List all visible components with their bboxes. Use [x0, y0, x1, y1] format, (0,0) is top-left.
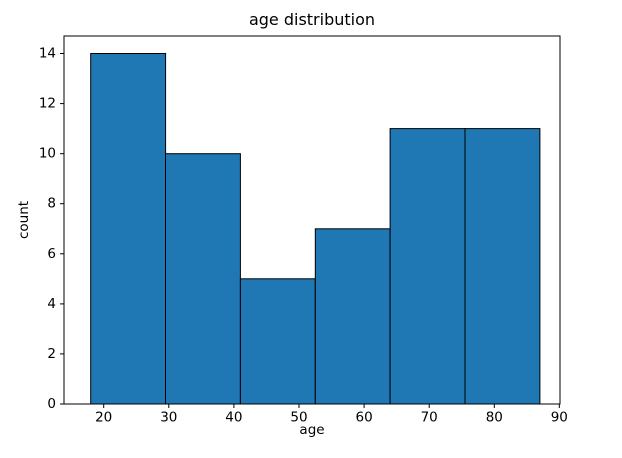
x-tick-label: 90	[551, 410, 568, 426]
histogram-bar	[239, 278, 316, 405]
y-tick-label: 10	[39, 146, 56, 162]
y-axis-label: count	[16, 200, 32, 240]
y-tick-label: 0	[47, 396, 56, 412]
histogram-bar	[165, 153, 241, 405]
x-tick-label: 40	[225, 410, 242, 426]
x-tick-label: 50	[290, 410, 307, 426]
histogram-bar	[314, 228, 391, 405]
y-tick-label: 12	[39, 96, 56, 112]
histogram-bar	[389, 128, 466, 405]
x-tick-label: 80	[486, 410, 503, 426]
x-tick-label: 70	[421, 410, 438, 426]
x-tick-label: 30	[160, 410, 177, 426]
y-tick-label: 2	[47, 346, 56, 362]
x-tick-label: 60	[356, 410, 373, 426]
y-tick-label: 8	[47, 196, 56, 212]
plot-frame	[63, 35, 561, 405]
chart-title: age distribution	[248, 10, 376, 29]
histogram-bar	[90, 53, 167, 405]
x-tick-label: 20	[95, 410, 112, 426]
y-tick-label: 4	[47, 296, 56, 312]
histogram-bar	[464, 128, 541, 405]
y-tick-label: 6	[47, 246, 56, 262]
y-tick-label: 14	[39, 46, 56, 62]
x-axis-label: age	[299, 422, 325, 438]
